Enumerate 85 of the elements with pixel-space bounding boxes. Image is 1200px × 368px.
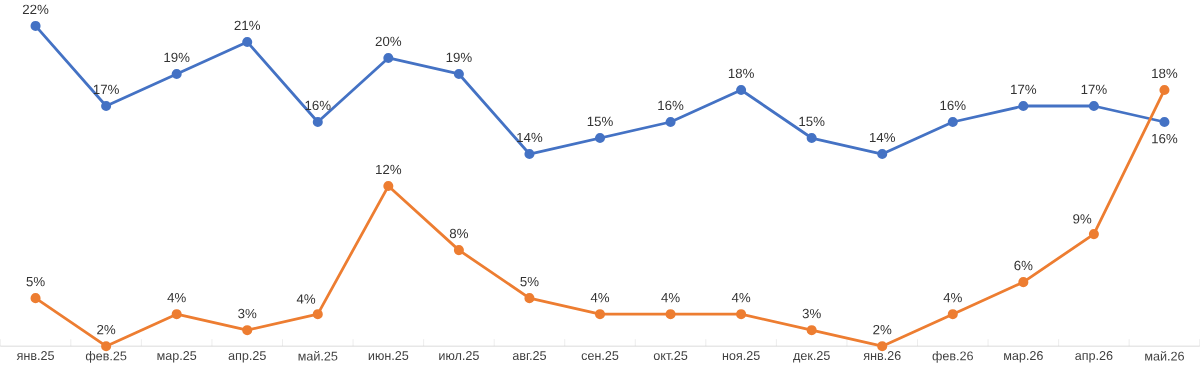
point: [453, 69, 464, 80]
data-label: 6%: [1014, 261, 1033, 271]
point: [947, 117, 958, 128]
data-label: 17%: [1081, 85, 1107, 95]
data-label: 4%: [296, 294, 316, 304]
x-tick-label: фев.26: [932, 351, 973, 364]
x-tick-label: июл.25: [439, 351, 479, 361]
data-label: 9%: [1073, 214, 1092, 224]
point: [1159, 117, 1170, 128]
data-label: 15%: [587, 117, 613, 127]
data-label: 3%: [802, 309, 821, 319]
point: [594, 133, 606, 144]
x-tick-label: июн.25: [368, 351, 409, 361]
x-tick-label: май.26: [1145, 351, 1184, 361]
data-label: 18%: [1152, 68, 1178, 79]
x-tick-label: дек.25: [793, 351, 830, 363]
point: [736, 85, 747, 96]
point: [665, 309, 676, 320]
x-tick-label: фев.25: [85, 351, 127, 364]
point: [524, 293, 535, 304]
point: [947, 309, 958, 320]
x-tick-label: окт.25: [653, 351, 688, 361]
data-label: 5%: [26, 277, 45, 287]
data-label: 16%: [305, 100, 331, 111]
point: [30, 21, 41, 32]
data-label: 16%: [658, 100, 684, 111]
data-label: 17%: [1011, 85, 1037, 95]
point: [1018, 277, 1029, 288]
data-label: 8%: [449, 229, 469, 239]
data-label: 2%: [873, 325, 892, 335]
point: [383, 181, 394, 192]
x-tick-label: апр.26: [1075, 351, 1113, 363]
data-label: 3%: [238, 309, 257, 319]
point: [806, 133, 817, 144]
data-label: 14%: [869, 133, 896, 143]
data-label: 4%: [167, 293, 186, 303]
x-tick-label: сен.25: [581, 351, 619, 361]
point: [1088, 229, 1099, 240]
point: [877, 149, 888, 160]
point: [524, 149, 535, 160]
point: [312, 309, 323, 320]
data-label: 12%: [376, 165, 402, 175]
data-label: 19%: [164, 52, 190, 63]
data-label: 18%: [728, 68, 754, 79]
data-label: 16%: [1152, 134, 1178, 144]
point: [736, 309, 747, 320]
point: [312, 117, 323, 128]
point: [453, 245, 464, 256]
point: [594, 309, 606, 320]
x-tick-label: май.25: [298, 351, 338, 361]
data-label: 20%: [375, 36, 402, 47]
point: [1018, 101, 1029, 112]
data-label: 21%: [234, 20, 261, 31]
point: [383, 53, 394, 64]
point: [665, 117, 676, 128]
data-label: 19%: [446, 52, 472, 63]
data-label: 17%: [93, 85, 119, 95]
point: [877, 341, 888, 352]
data-label: 4%: [731, 293, 751, 303]
point: [242, 37, 253, 48]
data-label: 14%: [517, 133, 543, 143]
point: [171, 309, 182, 320]
data-label: 4%: [661, 293, 680, 303]
data-label: 4%: [590, 293, 610, 303]
x-tick-label: янв.26: [863, 351, 901, 361]
x-tick-label: мар.25: [157, 351, 197, 363]
x-tick-label: янв.25: [16, 351, 54, 361]
point: [806, 325, 817, 336]
x-tick-label: мар.26: [1004, 351, 1043, 363]
point: [171, 69, 182, 80]
data-label: 15%: [799, 117, 825, 127]
x-tick-label: апр.25: [228, 351, 266, 363]
data-label: 4%: [943, 293, 962, 303]
data-label: 22%: [22, 4, 49, 15]
point: [1159, 85, 1170, 96]
point: [30, 293, 41, 304]
x-tick-label: ноя.25: [722, 351, 760, 361]
point: [101, 341, 112, 352]
data-label: 16%: [940, 100, 966, 111]
point: [242, 325, 253, 336]
point: [101, 101, 112, 112]
point: [1088, 101, 1099, 112]
data-label: 2%: [97, 325, 116, 335]
x-tick-label: авг.25: [512, 351, 547, 361]
data-label: 5%: [520, 277, 539, 287]
